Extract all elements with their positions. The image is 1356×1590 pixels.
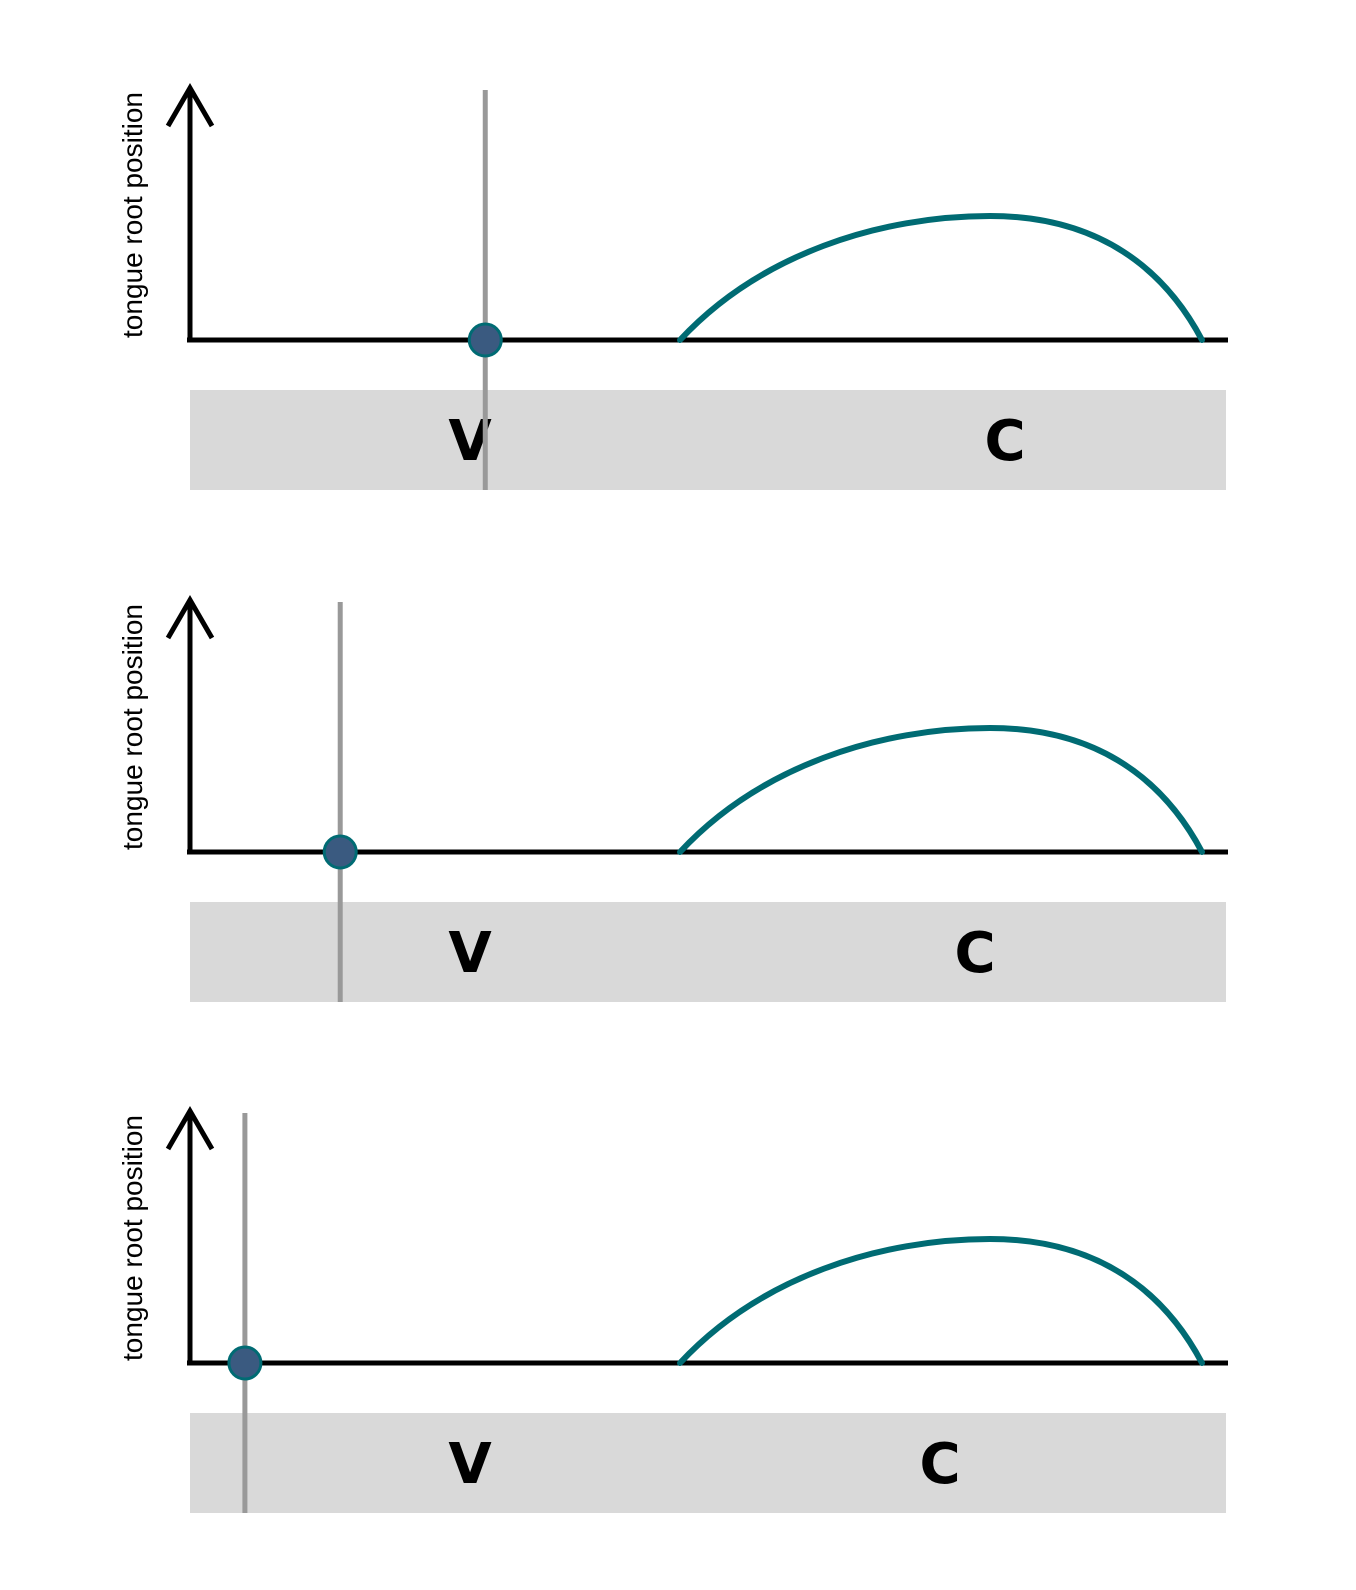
consonant-label: C (984, 409, 1025, 474)
y-axis-label: tongue root position (117, 92, 148, 338)
tongue-root-curve (677, 212, 1205, 343)
panel-2: tongue root position V C (117, 595, 1228, 1002)
y-axis-label: tongue root position (117, 604, 148, 850)
panel-1: tongue root position V C (117, 83, 1228, 490)
y-axis-arrowhead (165, 1106, 215, 1151)
segment-bar (190, 902, 1226, 1002)
y-axis-arrowhead (165, 595, 215, 640)
consonant-label: C (954, 921, 995, 986)
panel-3: tongue root position V C (117, 1106, 1228, 1513)
segment-bar (190, 390, 1226, 490)
y-axis-arrowhead (165, 83, 215, 128)
tongue-root-curve (677, 724, 1205, 855)
vowel-label: V (448, 921, 492, 986)
measurement-point (322, 834, 358, 870)
y-axis-label: tongue root position (117, 1115, 148, 1361)
segment-bar (190, 1413, 1226, 1513)
tongue-root-curve (677, 1235, 1205, 1366)
vowel-label: V (448, 1432, 492, 1497)
consonant-label: C (919, 1432, 960, 1497)
measurement-point (227, 1345, 263, 1381)
measurement-point (467, 322, 503, 358)
